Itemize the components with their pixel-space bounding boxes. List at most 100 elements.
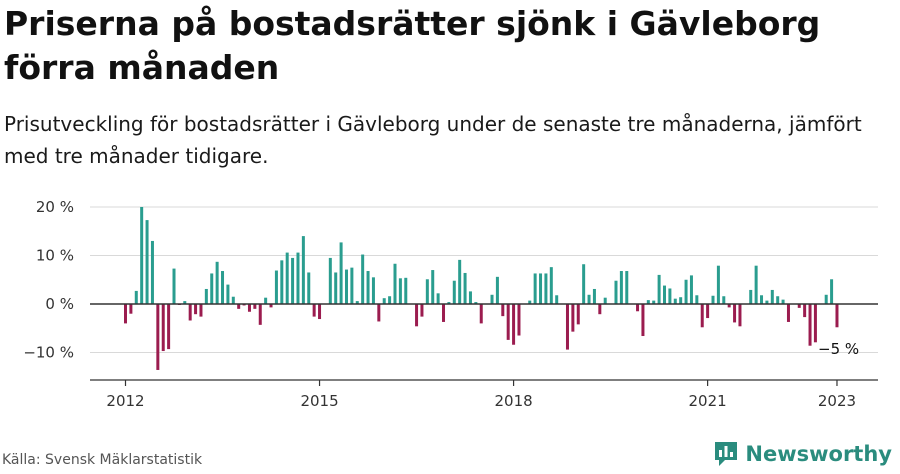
bar: [398, 278, 402, 304]
bar: [479, 304, 483, 324]
bar: [603, 297, 607, 304]
bar: [592, 288, 596, 305]
bar: [722, 296, 726, 304]
bar: [371, 277, 375, 304]
bar: [415, 304, 419, 327]
bar: [652, 300, 656, 304]
bar: [813, 304, 817, 343]
bar: [291, 257, 295, 304]
bar: [145, 220, 149, 304]
brand-logo[interactable]: Newsworthy: [713, 440, 892, 468]
chart-subtitle: Prisutveckling för bostadsrätter i Gävle…: [4, 112, 862, 168]
bar: [679, 297, 683, 304]
bar: [468, 291, 472, 304]
bar: [183, 301, 187, 304]
y-grid: 20 % 10 % 0 % −10 %: [23, 198, 878, 362]
bar: [274, 270, 278, 304]
bar: [188, 304, 192, 321]
bar: [463, 272, 467, 304]
bar: [312, 304, 316, 317]
bar: [269, 304, 273, 308]
bar: [576, 304, 580, 325]
bar: [733, 304, 737, 323]
bar: [760, 295, 764, 304]
bar: [393, 263, 397, 305]
bar: [765, 300, 769, 304]
bar: [344, 269, 348, 304]
bar: [404, 277, 408, 304]
bar: [501, 304, 505, 317]
bar: [663, 285, 666, 304]
bar: [565, 304, 569, 350]
x-tick-label: 2015: [300, 392, 338, 410]
y-tick-label: −10 %: [23, 344, 74, 362]
x-tick-label: 2018: [494, 392, 532, 410]
bar: [172, 268, 176, 304]
bar: [803, 304, 807, 318]
bar: [194, 304, 198, 315]
bar: [361, 254, 365, 304]
bar: [684, 279, 688, 304]
x-tick-label: 2021: [689, 392, 727, 410]
bar: [495, 276, 499, 304]
bar: [199, 304, 203, 317]
bar: [706, 304, 710, 319]
bar: [490, 294, 494, 304]
bar: [134, 290, 138, 305]
bar: [366, 271, 370, 304]
bar: [458, 259, 462, 304]
bar: [215, 261, 219, 304]
bar: [770, 289, 774, 304]
bar: [124, 304, 127, 324]
bar: [382, 298, 386, 304]
bar: [657, 274, 661, 304]
bar: [830, 279, 834, 304]
bar: [625, 271, 629, 304]
bar: [339, 242, 343, 304]
bar: [264, 297, 268, 304]
bar: [549, 267, 553, 304]
bar: [668, 288, 672, 304]
bar: [512, 304, 516, 345]
bar-chart: 20 % 10 % 0 % −10 % 2012 2015 2018 2021 2023 −5…: [23, 198, 878, 410]
bar: [388, 296, 392, 304]
bar: [161, 304, 165, 352]
bar: [776, 296, 780, 304]
source-note: Källa: Svensk Mäklarstatistik: [2, 452, 203, 468]
bar: [377, 304, 381, 322]
bar: [641, 304, 645, 337]
x-tick-label: 2023: [818, 392, 856, 410]
bar: [150, 240, 154, 304]
bar: [334, 272, 338, 304]
bar: [167, 304, 171, 350]
bar: [318, 304, 322, 320]
bar: [689, 275, 693, 304]
bar: [431, 270, 435, 304]
bar: [786, 304, 790, 322]
bar: [754, 265, 758, 304]
bar: [598, 304, 602, 315]
bar: [355, 301, 359, 304]
bar: [253, 304, 257, 309]
bar: [695, 295, 699, 304]
bar: [700, 304, 704, 328]
bar: [221, 271, 225, 304]
bar: [673, 298, 677, 304]
bar: [835, 304, 839, 328]
bar: [307, 272, 311, 304]
bar: [517, 304, 521, 336]
bar: [738, 304, 742, 327]
bar: [285, 252, 289, 304]
x-tick-label: 2012: [106, 392, 144, 410]
bar: [210, 273, 214, 304]
bar: [506, 304, 510, 340]
bar: [156, 304, 160, 370]
y-tick-label: 20 %: [36, 198, 74, 216]
bar: [301, 236, 305, 304]
bar: [280, 260, 284, 304]
bar: [237, 304, 241, 309]
bar: [646, 300, 650, 304]
chart-title: Priserna på bostadsrätter sjönk i Gävleb…: [4, 4, 821, 87]
bar: [436, 293, 440, 304]
bar: [539, 273, 543, 304]
